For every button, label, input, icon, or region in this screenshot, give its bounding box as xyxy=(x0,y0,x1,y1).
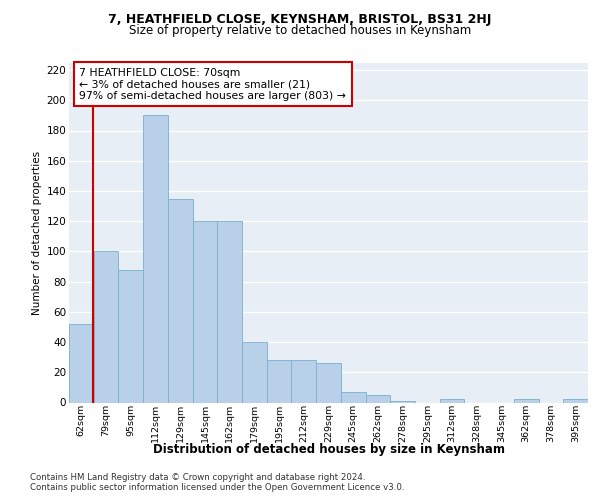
Bar xyxy=(193,221,217,402)
Bar xyxy=(242,342,267,402)
Bar xyxy=(390,401,415,402)
Bar xyxy=(514,400,539,402)
Bar xyxy=(118,270,143,402)
Text: 7 HEATHFIELD CLOSE: 70sqm
← 3% of detached houses are smaller (21)
97% of semi-d: 7 HEATHFIELD CLOSE: 70sqm ← 3% of detach… xyxy=(79,68,346,101)
Bar xyxy=(316,363,341,403)
Text: 7, HEATHFIELD CLOSE, KEYNSHAM, BRISTOL, BS31 2HJ: 7, HEATHFIELD CLOSE, KEYNSHAM, BRISTOL, … xyxy=(109,12,491,26)
Bar xyxy=(143,116,168,403)
Bar xyxy=(563,400,588,402)
Bar xyxy=(94,252,118,402)
Bar xyxy=(267,360,292,403)
Bar xyxy=(365,395,390,402)
Bar xyxy=(217,221,242,402)
Bar xyxy=(168,198,193,402)
Text: Distribution of detached houses by size in Keynsham: Distribution of detached houses by size … xyxy=(153,442,505,456)
Bar xyxy=(69,324,94,402)
Text: Contains HM Land Registry data © Crown copyright and database right 2024.
Contai: Contains HM Land Registry data © Crown c… xyxy=(30,472,404,492)
Y-axis label: Number of detached properties: Number of detached properties xyxy=(32,150,43,314)
Bar xyxy=(440,400,464,402)
Bar xyxy=(292,360,316,403)
Bar xyxy=(341,392,365,402)
Text: Size of property relative to detached houses in Keynsham: Size of property relative to detached ho… xyxy=(129,24,471,37)
